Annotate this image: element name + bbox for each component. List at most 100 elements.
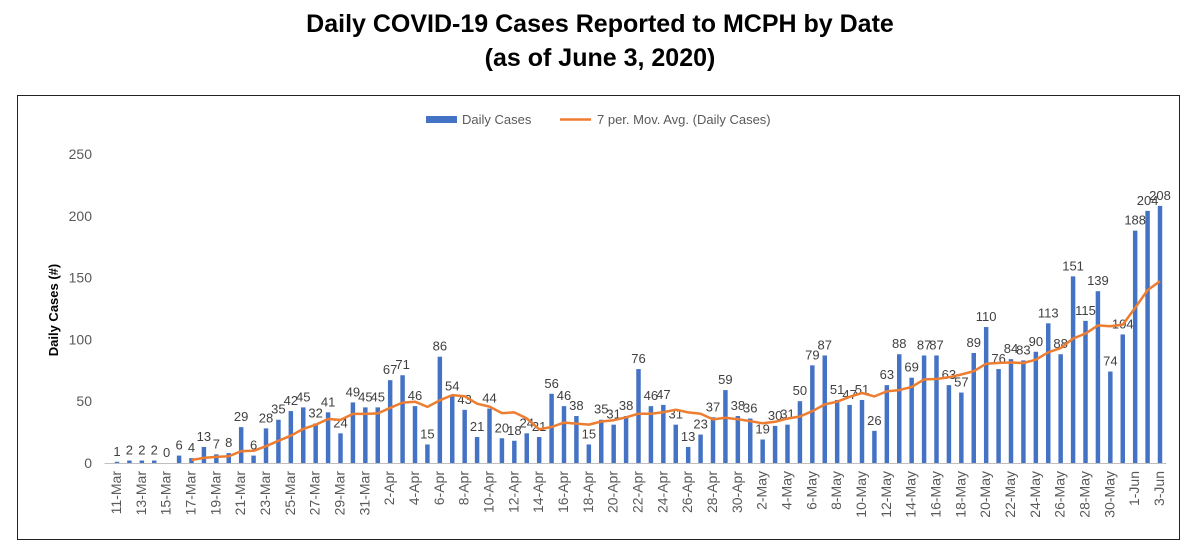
data-label: 47 <box>656 387 670 402</box>
data-label: 15 <box>582 426 596 441</box>
data-label: 23 <box>693 417 707 432</box>
bar <box>1058 354 1063 463</box>
bar <box>785 424 790 463</box>
bar <box>437 356 443 463</box>
data-label: 13 <box>681 429 695 444</box>
bar <box>1033 351 1039 463</box>
data-label: 87 <box>929 337 943 352</box>
x-tick-label: 11-Mar <box>108 471 124 515</box>
bar <box>623 416 629 463</box>
bar <box>1132 230 1138 463</box>
data-label: 59 <box>718 372 732 387</box>
x-tick-label: 21-Mar <box>232 471 248 516</box>
x-tick-label: 26-May <box>1052 471 1068 518</box>
x-tick-label: 23-Mar <box>257 471 273 516</box>
x-tick-label: 29-Mar <box>332 471 348 516</box>
data-label: 208 <box>1149 188 1171 203</box>
data-label: 110 <box>976 309 997 324</box>
bar <box>499 438 505 463</box>
data-label: 2 <box>138 443 145 458</box>
bar <box>636 369 641 463</box>
x-tick-label: 6-May <box>803 471 819 510</box>
bar <box>363 407 368 463</box>
bar <box>834 399 840 463</box>
data-labels: 1 2 2 2 0 6 413 7 829628354245324124494545677146… <box>113 188 1170 460</box>
data-label: 15 <box>420 426 434 441</box>
bar <box>114 461 120 463</box>
legend: Daily Cases 7 per. Mov. Avg. (Daily Case… <box>426 112 771 127</box>
x-tick-label: 8-Apr <box>456 471 472 506</box>
bar <box>586 444 592 463</box>
data-label: 37 <box>706 399 720 414</box>
x-tick-label: 12-May <box>878 471 894 518</box>
bar <box>859 399 865 463</box>
x-tick-label: 2-Apr <box>381 471 397 506</box>
x-tick-label: 19-Mar <box>207 471 223 516</box>
x-tick-label: 4-May <box>779 471 795 510</box>
x-tick-label: 31-Mar <box>356 471 372 516</box>
legend-label-daily-cases: Daily Cases <box>462 112 532 127</box>
bar <box>214 454 219 463</box>
bar <box>959 392 964 463</box>
x-tick-label: 14-May <box>903 471 919 518</box>
bar <box>189 458 194 463</box>
x-tick-label: 28-May <box>1077 471 1093 518</box>
x-tick-label: 3-Jun <box>1151 471 1167 506</box>
bar <box>673 424 678 463</box>
data-label: 19 <box>755 422 769 437</box>
x-tick-label: 26-Apr <box>679 471 695 513</box>
data-label: 2 <box>151 443 158 458</box>
x-tick-label: 10-May <box>853 471 869 518</box>
bar <box>425 444 430 463</box>
bar <box>698 434 703 463</box>
bar <box>772 425 778 463</box>
x-tick-label: 20-May <box>977 471 993 518</box>
legend-swatch-daily-cases <box>426 116 457 123</box>
data-label: 46 <box>644 388 658 403</box>
data-label: 84 <box>1004 341 1018 356</box>
data-label: 139 <box>1087 273 1109 288</box>
data-label: 67 <box>383 362 397 377</box>
bar <box>797 401 803 463</box>
bar <box>288 411 294 463</box>
data-label: 21 <box>470 419 484 434</box>
bar <box>127 460 132 463</box>
x-tick-label: 1-Jun <box>1126 471 1142 506</box>
bar <box>251 455 256 463</box>
data-label: 1 <box>113 444 120 459</box>
bar <box>810 365 815 463</box>
bar <box>661 404 666 463</box>
data-label: 6 <box>175 438 182 453</box>
bar <box>474 437 480 463</box>
bar <box>574 416 579 463</box>
data-label: 45 <box>358 389 372 404</box>
data-label: 46 <box>557 388 571 403</box>
x-tick-label: 4-Apr <box>406 471 422 506</box>
bar <box>536 437 542 463</box>
data-label: 6 <box>250 438 257 453</box>
bar <box>921 355 927 463</box>
bar <box>1120 334 1125 463</box>
bar <box>685 446 691 463</box>
x-tick-label: 28-Apr <box>704 471 720 513</box>
data-label: 88 <box>1053 336 1067 351</box>
bar <box>400 375 405 463</box>
data-label: 83 <box>1016 342 1030 357</box>
data-label: 45 <box>296 389 310 404</box>
data-label: 71 <box>395 357 409 372</box>
y-tick-label: 200 <box>69 208 93 224</box>
bar <box>748 418 753 463</box>
bar <box>710 417 716 463</box>
data-label: 87 <box>917 337 931 352</box>
bar <box>524 433 529 463</box>
bar <box>723 390 728 463</box>
x-tick-label: 14-Apr <box>530 471 546 513</box>
data-label: 90 <box>1029 334 1043 349</box>
y-axis-title: Daily Cases (#) <box>46 264 61 357</box>
bar <box>1021 360 1026 463</box>
data-label: 188 <box>1124 213 1146 228</box>
data-label: 86 <box>433 339 447 354</box>
bar <box>462 409 467 463</box>
data-label: 31 <box>606 407 620 422</box>
x-tick-label: 24-Apr <box>654 471 670 513</box>
